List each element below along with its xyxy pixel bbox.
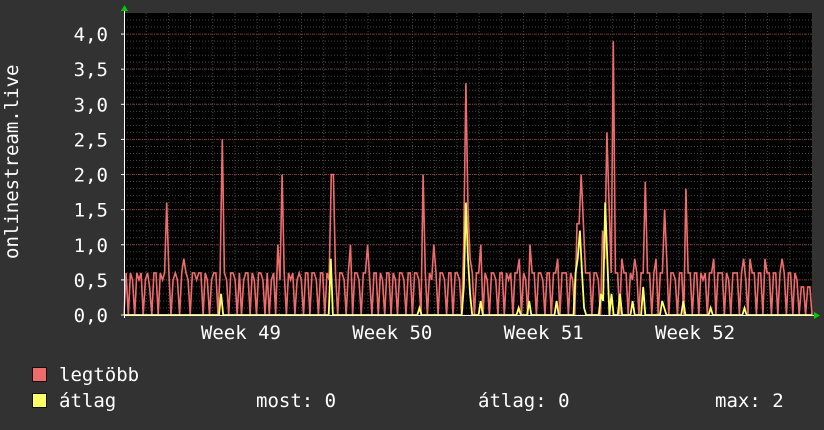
stat-max-label: max:: [715, 390, 761, 412]
series-line-legtobb: [123, 41, 813, 316]
y-tick-label: 2,0: [74, 165, 108, 187]
stat-max-value: 2: [772, 390, 784, 412]
y-axis-title: onlinestream.live: [1, 64, 23, 259]
x-tick-label: Week 49: [201, 322, 281, 344]
legend-swatch-legtobb: [32, 367, 47, 382]
stat-atlag: átlag: 0: [478, 390, 570, 412]
stat-atlag-value: 0: [558, 390, 570, 412]
y-tick-label: 0,5: [74, 270, 108, 292]
legend-label-atlag: átlag: [59, 390, 117, 412]
y-axis-arrow: [121, 5, 128, 11]
x-axis-arrow: [814, 312, 820, 319]
stat-most-value: 0: [324, 390, 337, 412]
y-tick-label: 4,0: [74, 24, 108, 46]
y-tick-label: 1,5: [74, 200, 108, 222]
y-tick-label: 1,0: [74, 235, 108, 257]
y-tick-label: 0,0: [74, 305, 108, 327]
stat-max: max: 2: [715, 390, 784, 412]
stat-atlag-label: átlag:: [478, 390, 547, 412]
x-tick-label: Week 52: [655, 322, 735, 344]
y-tick-label: 3,5: [74, 59, 108, 81]
legend-label-legtobb: legtöbb: [59, 364, 140, 386]
legend-swatch-atlag: [32, 393, 47, 408]
y-tick-label: 2,5: [74, 129, 108, 151]
x-tick-label: Week 50: [352, 322, 432, 344]
y-tick-label: 3,0: [74, 94, 108, 116]
x-tick-label: Week 51: [504, 322, 584, 344]
stat-most-label: most:: [256, 390, 314, 412]
stat-most: most: 0: [256, 390, 336, 412]
legend-item-legtobb: legtöbb: [32, 364, 139, 388]
legend-item-atlag: átlag: [32, 390, 116, 414]
